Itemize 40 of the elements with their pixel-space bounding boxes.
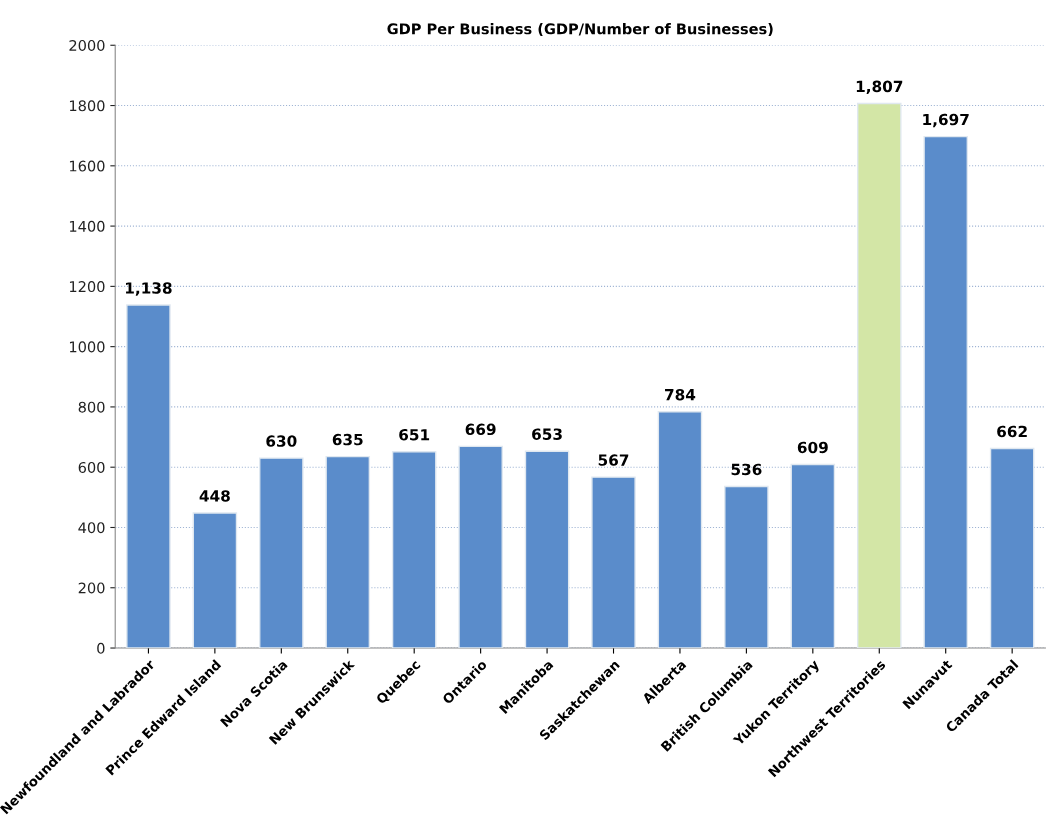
bar — [325, 455, 371, 649]
data-label: 448 — [199, 490, 230, 502]
data-label: 630 — [266, 435, 297, 447]
y-tick-label: 1200 — [69, 281, 105, 293]
bar — [259, 457, 304, 649]
y-tick-label: 800 — [78, 401, 105, 413]
bar — [524, 450, 570, 649]
y-tick-label: 0 — [97, 642, 105, 654]
data-label: 651 — [399, 428, 430, 441]
y-tick-label: 1600 — [69, 160, 105, 172]
data-label: 784 — [665, 388, 696, 401]
y-tick-label: 1800 — [69, 100, 105, 112]
bar — [989, 447, 1035, 649]
bar — [790, 463, 836, 649]
data-label: 1,138 — [125, 282, 172, 296]
data-label: 1,697 — [923, 113, 969, 128]
data-label: 635 — [332, 433, 363, 446]
bar — [591, 476, 636, 649]
bar — [192, 512, 238, 649]
data-label: 662 — [997, 425, 1027, 438]
chart-title: GDP Per Business (GDP/Number of Businesses) — [387, 23, 773, 37]
bar — [923, 135, 969, 649]
data-label: 536 — [731, 463, 762, 476]
y-tick-label: 200 — [78, 582, 105, 594]
y-tick-label: 1400 — [69, 220, 105, 232]
data-label: 1,807 — [856, 80, 903, 95]
data-label: 609 — [797, 441, 828, 454]
bar — [126, 304, 171, 649]
bar — [458, 445, 503, 649]
bar — [657, 411, 703, 649]
bar — [391, 451, 437, 649]
y-tick-label: 400 — [78, 522, 105, 534]
y-tick-label: 1000 — [69, 341, 105, 353]
bar — [856, 102, 902, 649]
y-tick-label: 600 — [78, 461, 105, 473]
data-label: 567 — [598, 454, 629, 466]
data-label: 669 — [465, 423, 496, 436]
data-label: 653 — [532, 428, 562, 440]
y-tick-label: 2000 — [69, 39, 105, 52]
bar — [724, 485, 769, 649]
